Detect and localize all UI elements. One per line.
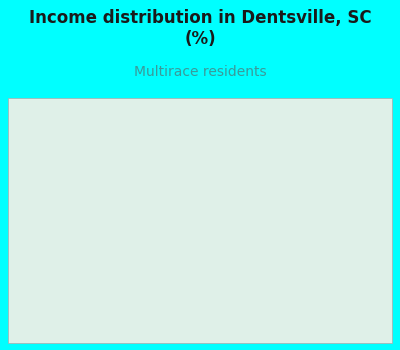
Wedge shape bbox=[200, 220, 275, 253]
Wedge shape bbox=[163, 220, 200, 296]
Wedge shape bbox=[124, 144, 200, 288]
Text: Multirace residents: Multirace residents bbox=[134, 65, 266, 79]
Wedge shape bbox=[200, 220, 269, 273]
Wedge shape bbox=[200, 144, 256, 220]
Wedge shape bbox=[200, 168, 273, 220]
Text: $10k: $10k bbox=[65, 156, 252, 238]
Text: $150k: $150k bbox=[50, 215, 254, 250]
Text: $40k: $40k bbox=[185, 174, 350, 274]
Wedge shape bbox=[190, 220, 200, 297]
Text: Income distribution in Dentsville, SC
(%): Income distribution in Dentsville, SC (%… bbox=[29, 9, 371, 48]
Text: $60k: $60k bbox=[100, 170, 221, 327]
Wedge shape bbox=[200, 197, 276, 228]
Text: $30k: $30k bbox=[147, 207, 354, 285]
Text: City-Data.com: City-Data.com bbox=[280, 112, 354, 122]
Text: $20k: $20k bbox=[169, 103, 224, 274]
Text: $125k: $125k bbox=[57, 193, 247, 285]
Text: $75k: $75k bbox=[54, 197, 254, 229]
Wedge shape bbox=[200, 220, 276, 237]
Text: $50k: $50k bbox=[107, 118, 246, 251]
Wedge shape bbox=[200, 220, 256, 297]
Text: $100k: $100k bbox=[197, 105, 278, 279]
